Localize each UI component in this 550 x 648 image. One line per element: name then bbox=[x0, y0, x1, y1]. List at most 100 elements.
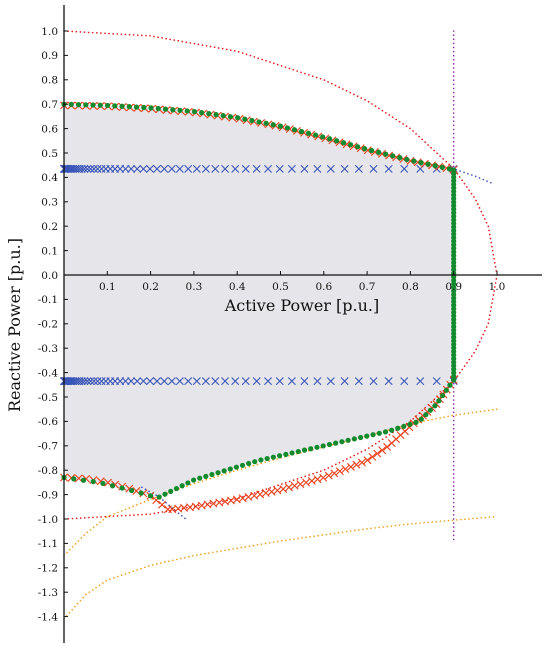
dot-marker bbox=[451, 359, 457, 365]
cross-marker bbox=[69, 377, 78, 386]
cross-marker bbox=[201, 164, 210, 173]
dot-marker bbox=[451, 377, 457, 383]
cross-marker bbox=[300, 377, 309, 386]
dot-marker bbox=[213, 112, 219, 118]
cross-marker bbox=[139, 164, 148, 173]
dot-marker bbox=[90, 102, 96, 108]
y-tick-label: -0.1 bbox=[38, 294, 58, 306]
cross-marker bbox=[287, 377, 296, 386]
dot-marker bbox=[227, 114, 234, 120]
dot-marker bbox=[362, 146, 368, 152]
dot-marker bbox=[451, 299, 457, 305]
tick-labels-layer: 0.1 0.2 0.3 0.4 0.5 0.6 0.7 0.8 0.9 1.0 1.0 0.9 0.8 0… bbox=[38, 26, 506, 624]
dot-marker bbox=[418, 160, 424, 166]
cross-marker bbox=[86, 377, 95, 386]
dot-marker bbox=[199, 110, 205, 116]
y-tick-label: 0.2 bbox=[41, 221, 58, 233]
dotted-curve bbox=[141, 486, 189, 521]
dot-marker bbox=[256, 119, 262, 125]
cross-marker bbox=[80, 164, 89, 173]
cross-marker bbox=[231, 164, 240, 173]
cross-marker bbox=[184, 164, 193, 173]
dot-marker bbox=[235, 115, 241, 121]
dot-marker bbox=[451, 291, 457, 298]
cross-marker bbox=[83, 377, 92, 386]
cross-marker bbox=[363, 456, 372, 465]
cross-marker bbox=[127, 164, 136, 173]
dot-marker bbox=[451, 217, 457, 223]
dot-marker bbox=[258, 457, 264, 463]
x-tick-label: 1.0 bbox=[489, 281, 506, 293]
dot-marker bbox=[305, 130, 312, 136]
dot-marker bbox=[451, 284, 457, 291]
cross-marker bbox=[158, 500, 167, 509]
dot-marker bbox=[443, 387, 449, 393]
dot-marker bbox=[451, 185, 457, 191]
dot-marker bbox=[177, 107, 183, 113]
dot-marker bbox=[369, 147, 375, 154]
cross-marker bbox=[264, 377, 273, 386]
dot-marker bbox=[451, 352, 457, 358]
dot-marker bbox=[209, 471, 215, 478]
dotted-curve bbox=[431, 164, 494, 185]
dot-marker bbox=[451, 338, 457, 344]
dot-marker bbox=[436, 398, 442, 404]
dot-marker bbox=[221, 468, 227, 474]
dot-marker bbox=[451, 231, 457, 237]
dot-marker bbox=[173, 485, 180, 492]
dot-marker bbox=[239, 462, 246, 468]
axes-layer bbox=[63, 5, 542, 643]
dot-marker bbox=[97, 102, 103, 108]
cross-marker bbox=[275, 164, 284, 173]
cross-marker bbox=[252, 164, 261, 173]
y-tick-label: 0.4 bbox=[41, 172, 58, 184]
cross-marker bbox=[121, 377, 130, 386]
cross-marker bbox=[93, 164, 102, 173]
y-tick-label: 0.3 bbox=[41, 197, 58, 209]
dot-marker bbox=[451, 259, 457, 266]
cross-marker bbox=[369, 164, 378, 173]
cross-marker bbox=[264, 164, 273, 173]
cross-marker bbox=[133, 164, 142, 173]
dot-marker bbox=[162, 491, 168, 497]
cross-marker bbox=[252, 377, 261, 386]
dot-marker bbox=[83, 102, 89, 108]
dot-marker bbox=[411, 158, 417, 164]
cross-marker bbox=[133, 377, 142, 386]
cross-marker bbox=[324, 471, 333, 480]
y-tick-label: -0.4 bbox=[38, 367, 59, 379]
cross-marker bbox=[146, 377, 155, 386]
dot-marker bbox=[451, 355, 457, 362]
dot-marker bbox=[451, 174, 457, 180]
y-tick-label: 0.1 bbox=[41, 245, 58, 257]
dot-marker bbox=[425, 161, 431, 167]
cross-marker bbox=[416, 377, 425, 386]
cross-marker bbox=[89, 377, 98, 386]
dot-marker bbox=[184, 108, 190, 114]
dot-marker bbox=[168, 488, 174, 494]
dot-marker bbox=[451, 256, 457, 262]
dot-marker bbox=[364, 433, 370, 439]
dot-marker bbox=[126, 104, 132, 110]
cross-marker bbox=[432, 377, 441, 386]
dot-marker bbox=[203, 473, 209, 479]
dot-marker bbox=[451, 252, 457, 259]
dot-marker bbox=[314, 444, 320, 450]
y-tick-label: -0.8 bbox=[38, 465, 58, 477]
cross-marker bbox=[354, 377, 363, 386]
y-tick-label: -0.5 bbox=[38, 392, 58, 404]
dot-marker bbox=[327, 136, 333, 142]
dot-marker bbox=[376, 149, 382, 155]
cross-marker bbox=[369, 377, 378, 386]
y-tick-label: 1.0 bbox=[41, 26, 58, 38]
dot-marker bbox=[270, 122, 276, 128]
y-tick-label: -0.7 bbox=[38, 441, 58, 453]
cross-marker bbox=[319, 473, 328, 482]
dot-marker bbox=[451, 334, 457, 340]
dot-marker bbox=[263, 120, 269, 126]
dot-marker bbox=[246, 460, 252, 467]
dot-marker bbox=[185, 480, 191, 486]
dot-marker bbox=[451, 341, 457, 347]
cross-marker bbox=[287, 164, 296, 173]
x-tick-label: 0.8 bbox=[402, 281, 419, 293]
